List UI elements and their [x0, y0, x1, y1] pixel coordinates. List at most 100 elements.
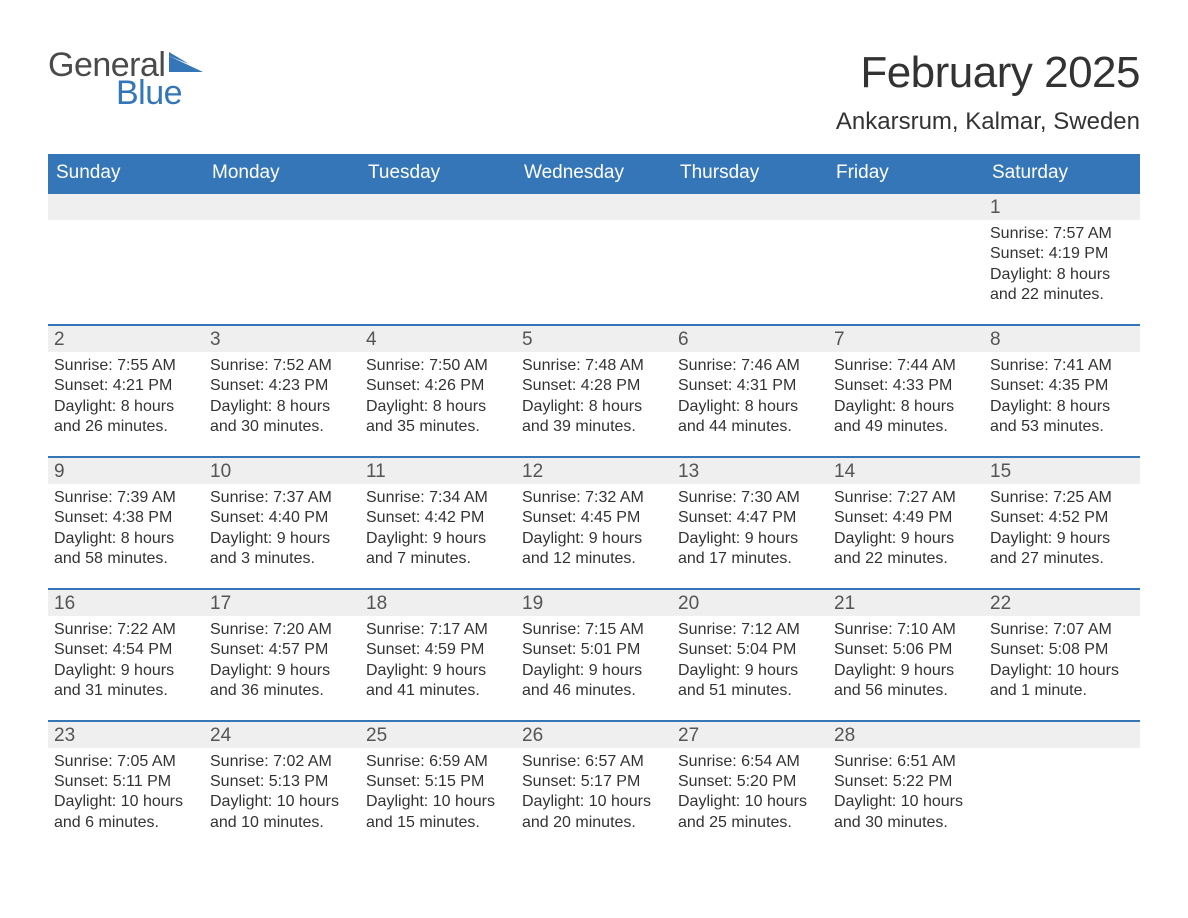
day-details: [48, 220, 204, 316]
daylight-text: Daylight: 9 hours and 56 minutes.: [834, 661, 978, 702]
brand-word-2: Blue: [116, 76, 182, 110]
daylight-text: Daylight: 10 hours and 10 minutes.: [210, 792, 354, 833]
day-cell: 28Sunrise: 6:51 AMSunset: 5:22 PMDayligh…: [828, 720, 984, 852]
day-number: 5: [516, 324, 672, 352]
daylight-text: Daylight: 8 hours and 22 minutes.: [990, 265, 1134, 306]
sunrise-text: Sunrise: 7:27 AM: [834, 488, 978, 508]
sunset-text: Sunset: 4:38 PM: [54, 508, 198, 528]
day-cell: [984, 720, 1140, 852]
sunrise-text: Sunrise: 7:02 AM: [210, 752, 354, 772]
sunset-text: Sunset: 4:54 PM: [54, 640, 198, 660]
week-row: 23Sunrise: 7:05 AMSunset: 5:11 PMDayligh…: [48, 720, 1140, 852]
sunset-text: Sunset: 4:21 PM: [54, 376, 198, 396]
day-number: 11: [360, 456, 516, 484]
day-details: Sunrise: 7:41 AMSunset: 4:35 PMDaylight:…: [984, 352, 1140, 456]
sunset-text: Sunset: 4:42 PM: [366, 508, 510, 528]
day-number: 27: [672, 720, 828, 748]
day-cell: 1Sunrise: 7:57 AMSunset: 4:19 PMDaylight…: [984, 192, 1140, 324]
daylight-text: Daylight: 9 hours and 51 minutes.: [678, 661, 822, 702]
day-cell: 19Sunrise: 7:15 AMSunset: 5:01 PMDayligh…: [516, 588, 672, 720]
calendar-table: SundayMondayTuesdayWednesdayThursdayFrid…: [48, 154, 1140, 851]
day-number: 9: [48, 456, 204, 484]
sunrise-text: Sunrise: 7:32 AM: [522, 488, 666, 508]
day-cell: [672, 192, 828, 324]
daylight-text: Daylight: 8 hours and 58 minutes.: [54, 529, 198, 570]
sunrise-text: Sunrise: 6:57 AM: [522, 752, 666, 772]
day-number: [48, 192, 204, 220]
sunrise-text: Sunrise: 7:10 AM: [834, 620, 978, 640]
sunrise-text: Sunrise: 7:07 AM: [990, 620, 1134, 640]
day-header: Saturday: [984, 154, 1140, 192]
sunrise-text: Sunrise: 7:34 AM: [366, 488, 510, 508]
day-details: Sunrise: 7:27 AMSunset: 4:49 PMDaylight:…: [828, 484, 984, 588]
day-number: [672, 192, 828, 220]
sunset-text: Sunset: 4:40 PM: [210, 508, 354, 528]
sunrise-text: Sunrise: 7:15 AM: [522, 620, 666, 640]
day-cell: [360, 192, 516, 324]
day-number: 18: [360, 588, 516, 616]
day-cell: 7Sunrise: 7:44 AMSunset: 4:33 PMDaylight…: [828, 324, 984, 456]
sunrise-text: Sunrise: 7:52 AM: [210, 356, 354, 376]
day-cell: 3Sunrise: 7:52 AMSunset: 4:23 PMDaylight…: [204, 324, 360, 456]
daylight-text: Daylight: 8 hours and 44 minutes.: [678, 397, 822, 438]
day-cell: 17Sunrise: 7:20 AMSunset: 4:57 PMDayligh…: [204, 588, 360, 720]
sunset-text: Sunset: 4:57 PM: [210, 640, 354, 660]
week-row: 16Sunrise: 7:22 AMSunset: 4:54 PMDayligh…: [48, 588, 1140, 720]
sunset-text: Sunset: 5:06 PM: [834, 640, 978, 660]
day-number: 12: [516, 456, 672, 484]
day-details: Sunrise: 7:10 AMSunset: 5:06 PMDaylight:…: [828, 616, 984, 720]
day-cell: [204, 192, 360, 324]
daylight-text: Daylight: 9 hours and 31 minutes.: [54, 661, 198, 702]
sunrise-text: Sunrise: 6:59 AM: [366, 752, 510, 772]
day-number: 14: [828, 456, 984, 484]
sunset-text: Sunset: 5:17 PM: [522, 772, 666, 792]
sunset-text: Sunset: 5:13 PM: [210, 772, 354, 792]
day-cell: 12Sunrise: 7:32 AMSunset: 4:45 PMDayligh…: [516, 456, 672, 588]
daylight-text: Daylight: 9 hours and 41 minutes.: [366, 661, 510, 702]
day-cell: 16Sunrise: 7:22 AMSunset: 4:54 PMDayligh…: [48, 588, 204, 720]
daylight-text: Daylight: 9 hours and 27 minutes.: [990, 529, 1134, 570]
day-header: Monday: [204, 154, 360, 192]
day-cell: 13Sunrise: 7:30 AMSunset: 4:47 PMDayligh…: [672, 456, 828, 588]
daylight-text: Daylight: 10 hours and 15 minutes.: [366, 792, 510, 833]
week-row: 1Sunrise: 7:57 AMSunset: 4:19 PMDaylight…: [48, 192, 1140, 324]
daylight-text: Daylight: 10 hours and 6 minutes.: [54, 792, 198, 833]
day-number: 16: [48, 588, 204, 616]
daylight-text: Daylight: 10 hours and 25 minutes.: [678, 792, 822, 833]
day-details: Sunrise: 7:50 AMSunset: 4:26 PMDaylight:…: [360, 352, 516, 456]
sunset-text: Sunset: 4:52 PM: [990, 508, 1134, 528]
sunrise-text: Sunrise: 7:17 AM: [366, 620, 510, 640]
day-header: Friday: [828, 154, 984, 192]
sunrise-text: Sunrise: 7:48 AM: [522, 356, 666, 376]
sunrise-text: Sunrise: 7:55 AM: [54, 356, 198, 376]
day-number: 7: [828, 324, 984, 352]
daylight-text: Daylight: 9 hours and 36 minutes.: [210, 661, 354, 702]
day-number: [984, 720, 1140, 748]
week-row: 2Sunrise: 7:55 AMSunset: 4:21 PMDaylight…: [48, 324, 1140, 456]
sunrise-text: Sunrise: 7:25 AM: [990, 488, 1134, 508]
day-details: [672, 220, 828, 316]
sunset-text: Sunset: 4:47 PM: [678, 508, 822, 528]
daylight-text: Daylight: 9 hours and 22 minutes.: [834, 529, 978, 570]
day-number: 24: [204, 720, 360, 748]
sunset-text: Sunset: 4:31 PM: [678, 376, 822, 396]
sunset-text: Sunset: 4:23 PM: [210, 376, 354, 396]
sunset-text: Sunset: 5:08 PM: [990, 640, 1134, 660]
sunrise-text: Sunrise: 7:41 AM: [990, 356, 1134, 376]
sunrise-text: Sunrise: 6:51 AM: [834, 752, 978, 772]
daylight-text: Daylight: 9 hours and 12 minutes.: [522, 529, 666, 570]
day-details: Sunrise: 6:59 AMSunset: 5:15 PMDaylight:…: [360, 748, 516, 852]
day-details: Sunrise: 7:05 AMSunset: 5:11 PMDaylight:…: [48, 748, 204, 852]
day-cell: 5Sunrise: 7:48 AMSunset: 4:28 PMDaylight…: [516, 324, 672, 456]
daylight-text: Daylight: 9 hours and 46 minutes.: [522, 661, 666, 702]
day-header: Thursday: [672, 154, 828, 192]
day-number: [516, 192, 672, 220]
daylight-text: Daylight: 8 hours and 49 minutes.: [834, 397, 978, 438]
day-number: 22: [984, 588, 1140, 616]
day-details: Sunrise: 6:51 AMSunset: 5:22 PMDaylight:…: [828, 748, 984, 852]
day-cell: 6Sunrise: 7:46 AMSunset: 4:31 PMDaylight…: [672, 324, 828, 456]
daylight-text: Daylight: 10 hours and 1 minute.: [990, 661, 1134, 702]
day-number: 23: [48, 720, 204, 748]
sunset-text: Sunset: 4:35 PM: [990, 376, 1134, 396]
day-number: 19: [516, 588, 672, 616]
